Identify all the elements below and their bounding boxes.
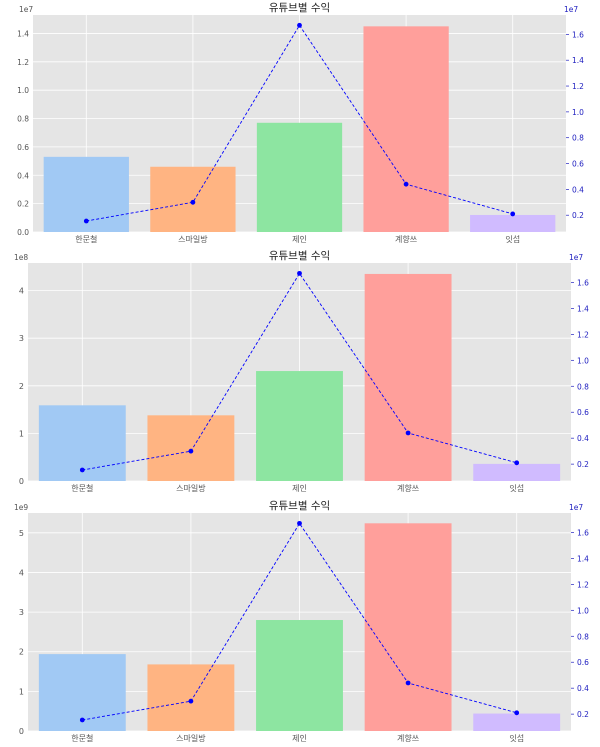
line-point-3: [297, 270, 302, 276]
left-tick-label: 3: [19, 334, 24, 343]
right-tick-label: 0.2: [572, 211, 584, 220]
line-point-5: [514, 710, 520, 716]
right-tick-label: 1.0: [572, 108, 584, 117]
category-label: 제인: [292, 483, 307, 493]
right-tick-label: 1.4: [577, 554, 589, 563]
category-label: 제인: [292, 733, 307, 743]
category-label: 계향쓰: [397, 733, 419, 743]
right-tick-label: 0.6: [577, 658, 589, 667]
right-offset-label: 1e7: [569, 503, 583, 512]
right-offset-label: 1e7: [569, 253, 583, 262]
right-tick-label: 0.6: [572, 160, 584, 169]
right-tick-label: 0.2: [577, 460, 589, 469]
right-tick-label: 1.2: [572, 82, 584, 91]
right-tick-label: 1.6: [572, 30, 584, 39]
left-tick-label: 1.0: [17, 86, 29, 95]
line-point-1: [79, 717, 85, 723]
category-label: 잇섭: [509, 483, 524, 493]
category-label: 제인: [292, 234, 307, 244]
category-label: 계향쓰: [397, 483, 419, 493]
bar-2: [147, 415, 235, 481]
left-tick-label: 0.0: [17, 228, 29, 237]
right-offset-label: 1e7: [564, 5, 578, 14]
line-point-2: [188, 698, 194, 704]
left-offset-label: 1e9: [14, 503, 28, 512]
category-label: 한문철: [71, 733, 93, 743]
chart-title: 유튜브별 수익: [269, 500, 330, 512]
chart-1: 0.0 0.2 0.4 0.6 0.8 1.0 1.2 1.4 0.2 0.4 0.6 0.8 1.0 1…: [17, 2, 584, 244]
category-label: 한문철: [75, 234, 97, 244]
right-tick-label: 1.2: [577, 580, 589, 589]
left-tick-label: 5: [19, 529, 24, 538]
line-point-1: [83, 218, 89, 224]
left-tick-label: 4: [19, 287, 24, 296]
line-series: [86, 24, 513, 222]
line-point-2: [190, 199, 196, 205]
bar-5: [470, 214, 556, 232]
left-tick-label: 2: [19, 648, 24, 657]
right-tick-label: 0.4: [577, 434, 589, 443]
chart-2: 0 1 2 3 4 0.2 0.4 0.6 0.8 1.0 1.2 1.4 1.6 1e8 1e7 한문철 스마…: [14, 250, 589, 493]
bar-3: [256, 122, 343, 232]
line-point-3: [297, 520, 302, 526]
bar-4: [363, 26, 449, 232]
left-offset-label: 1e8: [14, 253, 28, 262]
left-tick-label: 0.2: [17, 200, 29, 209]
category-label: 잇섭: [505, 234, 520, 244]
right-tick-label: 1.4: [577, 304, 589, 313]
right-tick-label: 1.2: [577, 330, 589, 339]
line-point-1: [79, 467, 85, 473]
right-tick-label: 0.6: [577, 408, 589, 417]
left-tick-label: 0: [19, 477, 24, 486]
category-label: 스마일방: [176, 733, 206, 743]
left-tick-label: 3: [19, 608, 24, 617]
bar-3: [256, 371, 343, 481]
category-label: 스마일방: [176, 483, 206, 493]
line-point-5: [510, 211, 516, 217]
bar-5: [473, 713, 561, 731]
right-tick-label: 0.4: [577, 684, 589, 693]
category-label: 한문철: [71, 483, 93, 493]
left-tick-label: 0: [19, 727, 24, 736]
line-point-2: [188, 448, 194, 454]
category-label: 계향쓰: [395, 234, 417, 244]
line-point-4: [403, 181, 409, 187]
bar-4: [364, 523, 452, 731]
bar-3: [256, 620, 343, 731]
category-label: 잇섭: [509, 733, 524, 743]
bar-5: [473, 463, 561, 481]
left-tick-label: 0.6: [17, 143, 29, 152]
left-tick-label: 2: [19, 382, 24, 391]
bar-2: [147, 664, 235, 731]
right-tick-label: 1.6: [577, 278, 589, 287]
left-tick-label: 4: [19, 568, 24, 577]
left-tick-label: 1: [19, 429, 24, 438]
right-tick-label: 1.0: [577, 356, 589, 365]
left-tick-label: 1: [19, 687, 24, 696]
right-tick-label: 1.4: [572, 56, 584, 65]
chart-3: 0 1 2 3 4 5 0.2 0.4 0.6 0.8 1.0 1.2 1.4 1.6 1e9 1e7 한문철 스…: [14, 500, 589, 743]
right-tick-label: 0.8: [577, 632, 589, 641]
right-tick-label: 0.2: [577, 710, 589, 719]
bar-2: [150, 166, 236, 232]
left-tick-label: 1.2: [17, 58, 29, 67]
left-tick-label: 0.8: [17, 115, 29, 124]
chart-title: 유튜브별 수익: [269, 250, 330, 262]
right-tick-label: 0.8: [572, 134, 584, 143]
left-tick-label: 0.4: [17, 171, 29, 180]
bar-4: [364, 273, 452, 481]
line-point-5: [514, 460, 520, 466]
left-offset-label: 1e7: [19, 5, 33, 14]
right-tick-label: 0.4: [572, 185, 584, 194]
right-tick-label: 1.0: [577, 606, 589, 615]
right-tick-label: 1.6: [577, 528, 589, 537]
right-tick-label: 0.8: [577, 382, 589, 391]
line-point-3: [297, 22, 302, 28]
category-label: 스마일방: [178, 234, 208, 244]
line-point-4: [405, 680, 411, 686]
line-point-4: [405, 430, 411, 436]
left-tick-label: 1.4: [17, 29, 29, 38]
chart-title: 유튜브별 수익: [269, 2, 330, 14]
